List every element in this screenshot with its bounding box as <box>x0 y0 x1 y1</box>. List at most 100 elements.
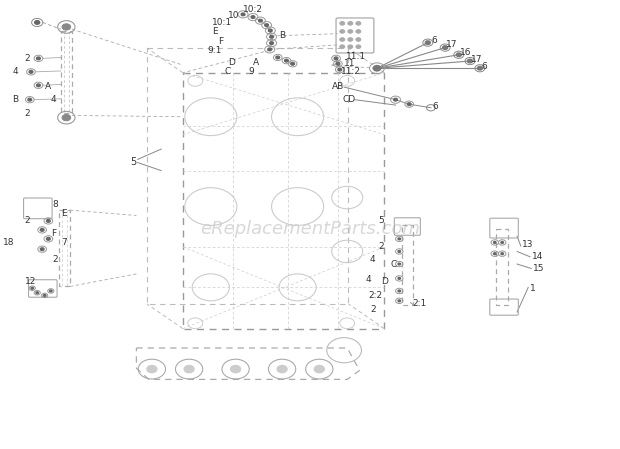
Circle shape <box>46 220 50 222</box>
Circle shape <box>36 292 38 294</box>
Text: F: F <box>51 229 56 238</box>
Circle shape <box>37 84 40 87</box>
Circle shape <box>291 62 294 65</box>
Text: 5: 5 <box>130 157 136 167</box>
Text: 4: 4 <box>366 275 371 284</box>
Circle shape <box>340 45 345 48</box>
Text: 14: 14 <box>532 252 543 261</box>
Circle shape <box>251 16 255 18</box>
Text: 10:1: 10:1 <box>212 18 232 27</box>
Text: 2:2: 2:2 <box>368 291 383 300</box>
Circle shape <box>62 24 71 30</box>
Text: 2: 2 <box>25 54 30 63</box>
Text: 10: 10 <box>228 11 240 20</box>
Circle shape <box>340 22 345 25</box>
Circle shape <box>270 42 273 44</box>
Text: AB: AB <box>332 82 344 91</box>
Circle shape <box>43 295 46 296</box>
Circle shape <box>184 365 194 373</box>
Circle shape <box>231 365 241 373</box>
Text: 11:2: 11:2 <box>341 67 361 76</box>
Circle shape <box>398 238 401 240</box>
Text: 4: 4 <box>370 255 375 264</box>
Circle shape <box>373 66 381 71</box>
Text: E: E <box>61 209 66 218</box>
Circle shape <box>467 59 472 63</box>
Text: A: A <box>45 82 51 91</box>
Circle shape <box>241 13 245 16</box>
Circle shape <box>356 38 361 41</box>
Circle shape <box>425 41 430 44</box>
Circle shape <box>456 53 461 57</box>
Text: 9: 9 <box>248 67 254 76</box>
Text: 10:2: 10:2 <box>243 5 263 14</box>
Circle shape <box>276 56 280 59</box>
Circle shape <box>46 238 50 240</box>
Circle shape <box>285 59 288 62</box>
Circle shape <box>398 290 401 292</box>
Text: C: C <box>391 260 397 269</box>
Text: 16: 16 <box>460 48 472 57</box>
Circle shape <box>37 57 40 60</box>
Text: 5: 5 <box>378 216 384 225</box>
Text: F: F <box>218 37 223 46</box>
Circle shape <box>268 48 272 51</box>
Circle shape <box>40 248 44 251</box>
Circle shape <box>398 251 401 252</box>
Text: 8: 8 <box>53 200 58 209</box>
Text: 2:1: 2:1 <box>412 299 427 308</box>
Circle shape <box>356 30 361 33</box>
Circle shape <box>50 290 52 292</box>
Text: 2: 2 <box>371 305 376 314</box>
Circle shape <box>62 114 71 121</box>
Text: 6: 6 <box>481 62 487 71</box>
Circle shape <box>356 22 361 25</box>
Text: 4: 4 <box>12 67 18 76</box>
Circle shape <box>334 57 338 60</box>
Text: 11:1: 11:1 <box>346 52 366 61</box>
Circle shape <box>259 19 262 22</box>
Circle shape <box>340 38 345 41</box>
Circle shape <box>394 98 397 101</box>
Circle shape <box>29 70 33 73</box>
Circle shape <box>31 287 33 289</box>
Circle shape <box>398 263 401 265</box>
Text: C: C <box>224 67 231 76</box>
Text: 6: 6 <box>433 102 438 111</box>
Text: 15: 15 <box>533 264 545 273</box>
Circle shape <box>28 98 32 101</box>
Circle shape <box>501 242 503 243</box>
Text: 17: 17 <box>446 40 458 49</box>
Text: 13: 13 <box>522 240 534 249</box>
Text: 7: 7 <box>61 238 66 247</box>
Text: 9:1: 9:1 <box>208 46 222 55</box>
Text: 17: 17 <box>471 55 483 64</box>
Circle shape <box>147 365 157 373</box>
Circle shape <box>270 35 273 38</box>
Circle shape <box>356 45 361 48</box>
Text: 2: 2 <box>53 255 58 264</box>
Circle shape <box>443 46 448 49</box>
Text: 2: 2 <box>25 216 30 225</box>
Text: 2: 2 <box>25 109 30 118</box>
Text: D: D <box>228 58 235 67</box>
Text: 4: 4 <box>51 95 56 104</box>
Circle shape <box>348 45 353 48</box>
Text: 6: 6 <box>431 36 436 45</box>
Circle shape <box>477 66 482 70</box>
Circle shape <box>348 38 353 41</box>
Circle shape <box>340 30 345 33</box>
Circle shape <box>314 365 324 373</box>
Circle shape <box>338 68 342 71</box>
Text: 1: 1 <box>530 284 536 293</box>
Text: D: D <box>381 277 388 286</box>
Circle shape <box>277 365 287 373</box>
Circle shape <box>35 21 40 24</box>
Circle shape <box>348 30 353 33</box>
Text: B: B <box>12 95 19 104</box>
Text: E: E <box>212 27 218 36</box>
Circle shape <box>336 62 340 65</box>
Circle shape <box>494 253 496 255</box>
Circle shape <box>265 24 268 26</box>
Text: 11: 11 <box>344 59 356 68</box>
